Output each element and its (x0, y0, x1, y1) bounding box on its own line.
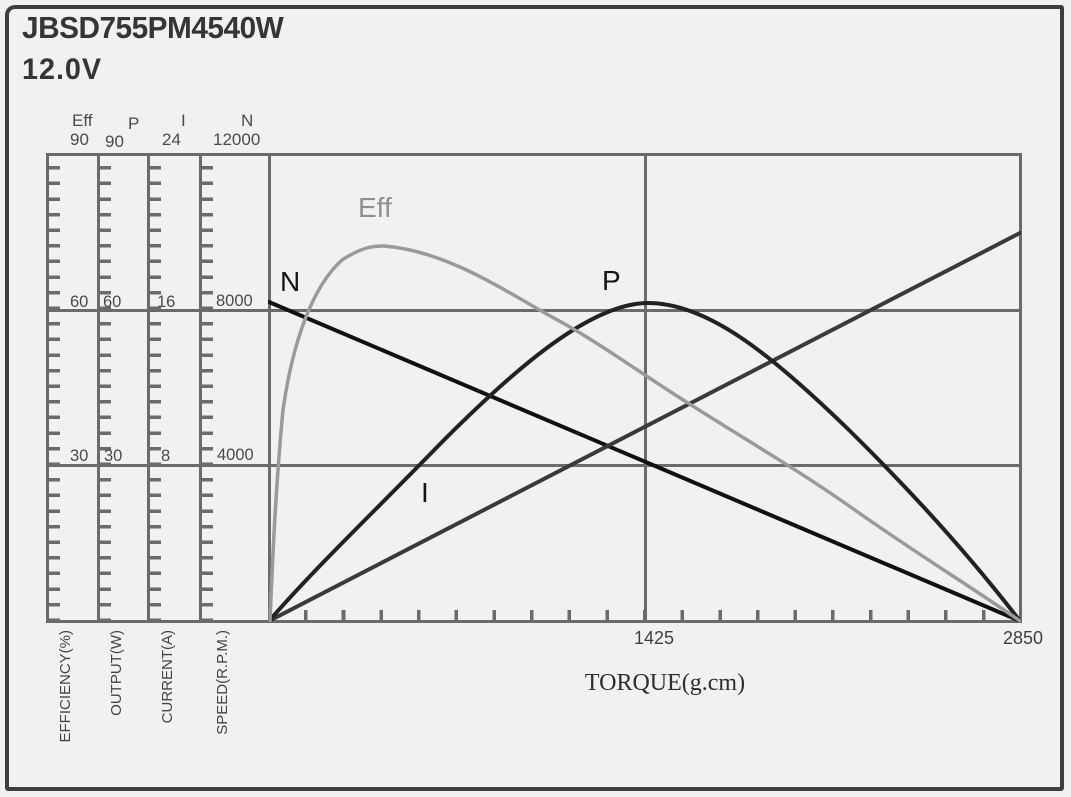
speed-tick-4000: 4000 (217, 446, 254, 464)
torque-axis-title: TORQUE(g.cm) (584, 670, 746, 696)
output-axis-ticks (100, 154, 111, 622)
output-tick-60: 60 (103, 293, 122, 311)
plot-right-border (1019, 154, 1022, 622)
axis-header-n: N (241, 111, 254, 130)
current-curve (268, 231, 1021, 622)
torque-tick-1425: 1425 (634, 628, 675, 648)
eff-tick-30: 30 (70, 447, 89, 465)
efficiency-curve (268, 244, 1021, 622)
axis-header-eff: Eff (72, 111, 93, 130)
voltage-label: 12.0V (22, 53, 103, 86)
grid-top-line (46, 153, 1022, 156)
axis-max-n: 12000 (213, 130, 261, 149)
output-axis-line (97, 154, 100, 622)
eff-axis-line (46, 154, 49, 622)
page-title: JBSD755PM4540W (22, 10, 284, 45)
current-axis-line (147, 154, 150, 622)
grid-mid1-line (46, 309, 1022, 312)
power-curve (268, 300, 1021, 622)
current-unit-label: CURRENT(A) (159, 630, 176, 724)
speed-tick-8000: 8000 (216, 292, 253, 310)
grid-bottom-line (46, 620, 1022, 623)
curve-label-eff: Eff (358, 192, 392, 223)
grid-vertical-1425 (644, 154, 647, 622)
speed-curve (268, 300, 1021, 622)
output-tick-30: 30 (104, 447, 123, 465)
curve-label-i: I (421, 477, 429, 508)
efficiency-unit-label: EFFICIENCY(%) (57, 630, 74, 743)
axis-header-i: I (181, 111, 186, 130)
speed-unit-label: SPEED(R.P.M.) (214, 630, 231, 735)
current-tick-8: 8 (161, 447, 171, 465)
axis-max-eff: 90 (70, 130, 89, 149)
curve-label-n: N (280, 266, 301, 297)
curve-label-p: P (602, 265, 621, 296)
eff-axis-ticks (49, 154, 60, 622)
torque-axis-ticks (270, 610, 1021, 621)
current-axis-ticks (150, 154, 161, 622)
grid-mid2-line (46, 464, 1022, 467)
axis-max-i: 24 (162, 130, 181, 149)
torque-tick-2850: 2850 (1003, 628, 1044, 648)
output-unit-label: OUTPUT(W) (108, 630, 125, 716)
plot-left-border (268, 154, 271, 622)
eff-tick-60: 60 (70, 293, 89, 311)
speed-axis-ticks (202, 154, 213, 622)
outer-frame (5, 5, 1064, 791)
curves-canvas (268, 231, 1021, 622)
axis-max-p: 90 (105, 132, 124, 151)
current-tick-16: 16 (157, 293, 176, 311)
speed-axis-line (199, 154, 202, 622)
axis-header-p: P (128, 114, 140, 133)
